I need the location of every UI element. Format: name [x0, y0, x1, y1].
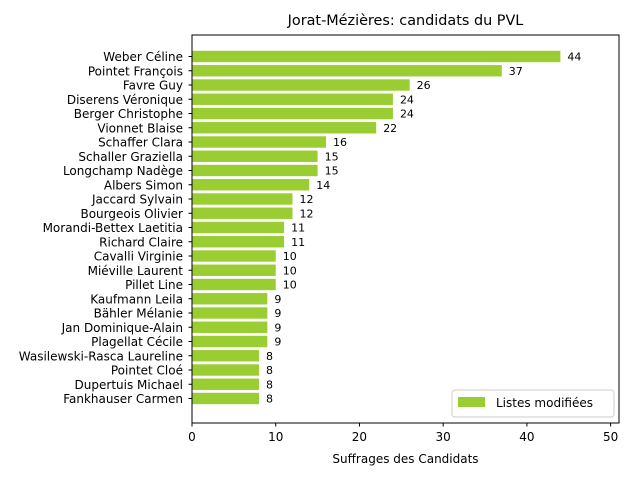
- bar: [192, 179, 310, 191]
- value-label: 24: [400, 93, 414, 106]
- bar: [192, 164, 318, 177]
- bar: [192, 378, 259, 390]
- bar: [192, 236, 285, 248]
- bar: [192, 278, 276, 291]
- y-tick-label: Kaufmann Leila: [90, 292, 183, 306]
- value-label: 10: [283, 264, 297, 277]
- value-label: 10: [283, 279, 297, 292]
- value-label: 26: [417, 79, 431, 92]
- value-label: 12: [299, 193, 313, 206]
- y-tick-label: Bähler Mélanie: [94, 307, 183, 321]
- y-tick-label: Favre Guy: [123, 79, 183, 93]
- bar: [192, 321, 268, 333]
- bar: [192, 392, 259, 405]
- value-label: 9: [274, 307, 281, 320]
- y-tick-label: Berger Christophe: [74, 107, 183, 121]
- y-tick-label: Fankhauser Carmen: [63, 392, 183, 406]
- y-tick-label: Jan Dominique-Alain: [61, 321, 183, 335]
- y-tick-label: Albers Simon: [104, 178, 183, 192]
- value-label: 10: [283, 250, 297, 263]
- legend-frame: [451, 389, 615, 418]
- bar: [192, 93, 393, 105]
- value-label: 24: [400, 108, 414, 121]
- value-label: 37: [509, 65, 523, 78]
- value-label: 8: [266, 364, 273, 377]
- bar: [192, 122, 377, 134]
- x-tick-label: 20: [352, 430, 367, 444]
- bar: [192, 50, 561, 63]
- plot-frame: [191, 34, 620, 424]
- bar: [192, 150, 318, 162]
- y-tick-label: Pointet Cloé: [111, 364, 183, 378]
- value-label: 11: [291, 222, 305, 235]
- y-tick-label: Morandi-Bettex Laetitia: [43, 221, 183, 235]
- y-tick-label: Miéville Laurent: [88, 264, 184, 278]
- value-label: 9: [274, 336, 281, 349]
- value-label: 15: [325, 150, 339, 163]
- chart-title: Jorat-Mézières: candidats du PVL: [287, 13, 524, 29]
- x-tick-label: 50: [603, 430, 618, 444]
- y-tick-label: Schaffer Clara: [98, 136, 183, 150]
- x-tick-label: 10: [268, 430, 283, 444]
- value-label: 8: [266, 350, 273, 363]
- y-tick-label: Plagellat Cécile: [91, 335, 183, 349]
- value-label: 14: [316, 179, 330, 192]
- y-tick-label: Diserens Véronique: [67, 93, 183, 107]
- bar: [192, 364, 259, 376]
- bar: [192, 335, 268, 348]
- bar: [192, 250, 276, 262]
- y-tick-label: Bourgeois Olivier: [80, 207, 183, 221]
- y-tick-label: Pointet François: [88, 64, 183, 78]
- y-tick-label: Wasilewski-Rasca Laureline: [19, 349, 183, 363]
- legend-label: Listes modifiées: [496, 396, 593, 410]
- legend: Listes modifiées: [451, 389, 615, 418]
- bars-group: [192, 50, 561, 405]
- x-tick-label: 40: [519, 430, 534, 444]
- bar: [192, 307, 268, 319]
- y-tick-label: Schaller Graziella: [78, 150, 183, 164]
- value-label: 9: [274, 293, 281, 306]
- value-label: 8: [266, 393, 273, 406]
- value-label: 44: [567, 51, 581, 64]
- bar: [192, 193, 293, 205]
- x-tick-label: 30: [436, 430, 451, 444]
- bar: [192, 293, 268, 305]
- value-label: 11: [291, 236, 305, 249]
- value-label: 15: [325, 165, 339, 178]
- bar: [192, 207, 293, 219]
- y-tick-label: Dupertuis Michael: [75, 378, 183, 392]
- bar: [192, 65, 502, 77]
- bar: [192, 136, 326, 148]
- legend-swatch: [458, 397, 485, 407]
- value-label: 16: [333, 136, 347, 149]
- value-label: 8: [266, 378, 273, 391]
- bar: [192, 79, 410, 91]
- value-labels-group: 4437262424221615151412121111101010999988…: [266, 51, 581, 406]
- y-tick-label: Jaccard Sylvain: [91, 193, 183, 207]
- bar: [192, 350, 259, 362]
- value-label: 12: [299, 207, 313, 220]
- bar: [192, 107, 393, 120]
- value-label: 9: [274, 321, 281, 334]
- bar: [192, 221, 285, 234]
- y-tick-label: Cavalli Virginie: [94, 250, 183, 264]
- y-tick-label: Longchamp Nadège: [63, 164, 183, 178]
- y-tick-label: Vionnet Blaise: [97, 121, 183, 135]
- x-axis: 0 10 20 30 40 50: [188, 423, 618, 444]
- x-axis-label: Suffrages des Candidats: [332, 452, 478, 466]
- y-tick-label: Pillet Line: [125, 278, 183, 292]
- value-label: 22: [383, 122, 397, 135]
- y-tick-label: Weber Céline: [103, 50, 183, 64]
- bar: [192, 264, 276, 276]
- y-tick-label: Richard Claire: [99, 235, 183, 249]
- x-tick-label: 0: [188, 430, 196, 444]
